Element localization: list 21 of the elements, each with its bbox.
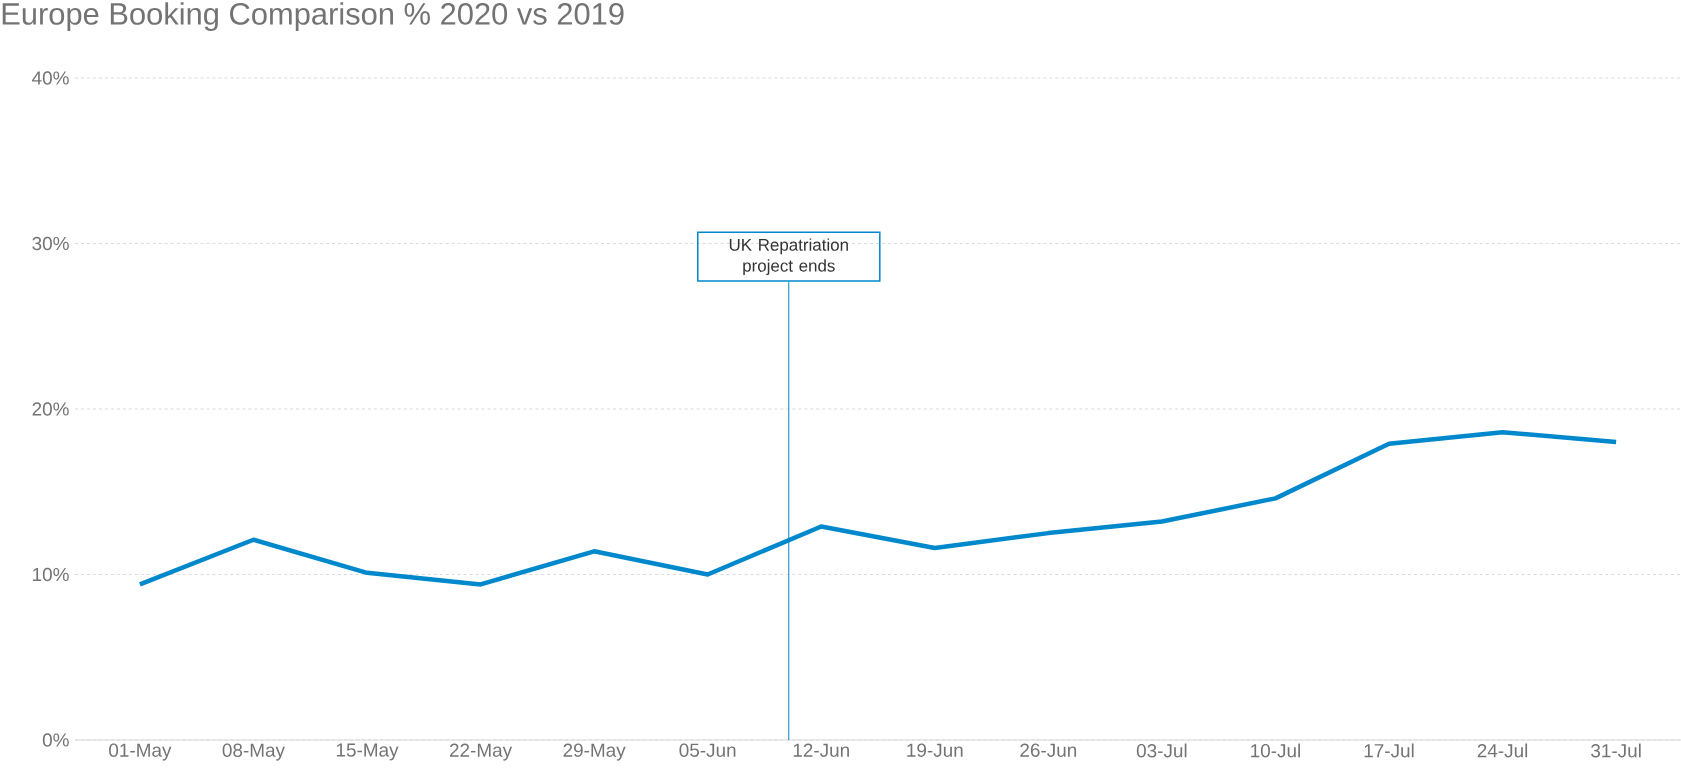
y-tick-label: 20% xyxy=(32,402,69,416)
x-tick-label: 22-May xyxy=(449,743,513,761)
x-tick-label: 12-Jun xyxy=(793,743,849,757)
chart-title: Europe Booking Comparison % 2020 vs 2019 xyxy=(2,2,624,31)
y-tick-label: 40% xyxy=(32,71,69,85)
x-tick-label: 17-Jul xyxy=(1364,743,1414,758)
ref-line-label: UK Repatriation project ends xyxy=(729,238,848,276)
x-tick-label: 05-Jun xyxy=(679,743,736,757)
x-tick-label: 29-May xyxy=(563,743,626,761)
x-tick-label: 15-May xyxy=(336,743,399,761)
x-tick-label: 08-May xyxy=(222,743,285,761)
y-tick-label: 0% xyxy=(42,733,69,747)
x-tick-label: 01-May xyxy=(109,743,172,761)
x-tick-label: 10-Jul xyxy=(1251,743,1300,758)
y-tick-label: 10% xyxy=(33,567,69,582)
x-tick-label: 19-Jun xyxy=(907,743,963,757)
x-tick-label: 24-Jul xyxy=(1477,743,1528,758)
x-tick-label: 03-Jul xyxy=(1136,743,1187,758)
x-tick-label: 31-Jul xyxy=(1591,743,1641,758)
y-tick-label: 30% xyxy=(32,236,69,251)
x-tick-label: 26-Jun xyxy=(1020,743,1077,757)
